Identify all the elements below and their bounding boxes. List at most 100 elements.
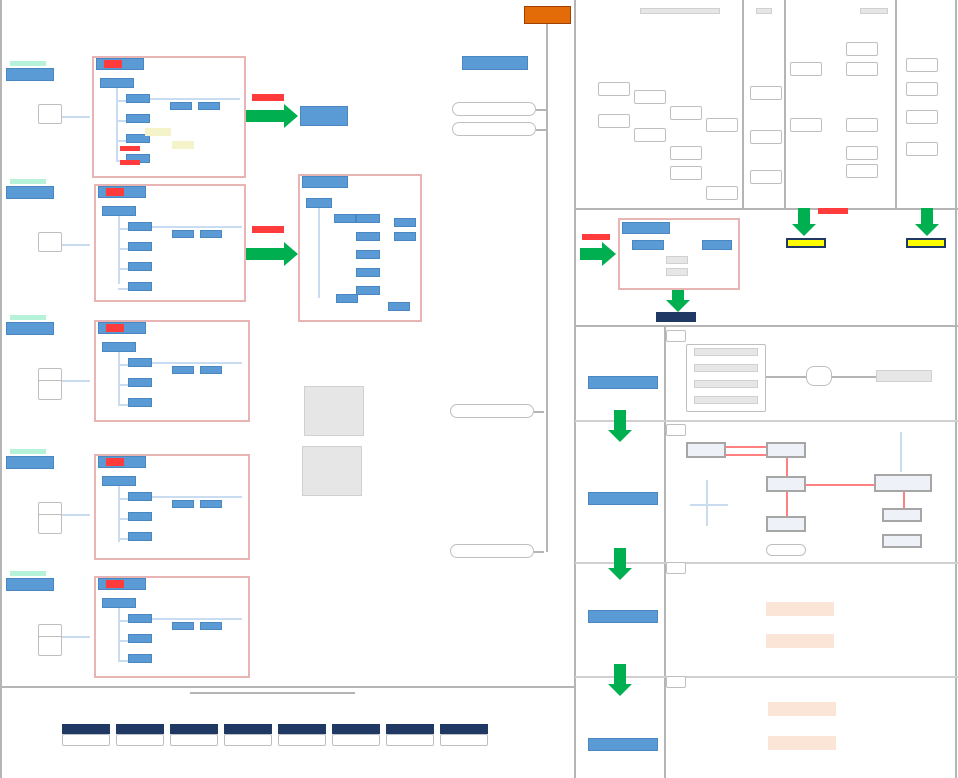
tree-node <box>702 240 732 250</box>
stage-label <box>588 610 658 623</box>
green-arrow-down-icon <box>614 410 626 430</box>
green-arrow-icon <box>602 242 616 266</box>
output-node <box>766 602 834 616</box>
end-node <box>766 544 806 556</box>
connector-line <box>116 88 118 160</box>
tree-root <box>102 598 136 608</box>
connector-line <box>318 208 320 298</box>
connector-line <box>152 226 242 228</box>
flow-node <box>766 442 806 458</box>
summary-header <box>278 724 326 734</box>
section-label <box>6 322 54 335</box>
table-node <box>906 58 938 72</box>
connector-line <box>832 376 876 378</box>
process-frame <box>94 184 246 302</box>
summary-cell <box>440 734 488 746</box>
connector-line <box>706 480 708 526</box>
connector-line <box>726 454 766 456</box>
summary-header <box>440 724 488 734</box>
green-arrow-icon <box>246 248 284 260</box>
green-arrow-down-icon <box>915 224 939 236</box>
connector-line <box>118 352 120 404</box>
lane-tag <box>666 330 686 342</box>
target-node <box>300 106 348 126</box>
green-arrow-down-icon <box>921 208 933 224</box>
table-node <box>906 142 938 156</box>
table-node <box>846 146 878 160</box>
section-caption <box>10 449 46 454</box>
connector-line <box>742 0 744 208</box>
tree-node <box>356 250 380 259</box>
source-node <box>38 380 62 400</box>
annotation-label <box>252 226 284 233</box>
flag-node <box>120 146 140 151</box>
connector-line <box>118 384 130 386</box>
tree-node <box>128 512 152 521</box>
tree-node <box>632 240 664 250</box>
table-node <box>750 170 782 184</box>
green-arrow-icon <box>246 110 284 122</box>
tree-node <box>126 134 150 143</box>
connector-line <box>895 0 897 208</box>
connector-line <box>62 514 90 516</box>
output-node <box>766 634 834 648</box>
tree-node <box>200 366 222 374</box>
tree-root <box>102 476 136 486</box>
tree-node <box>128 634 152 643</box>
table-node <box>598 82 630 96</box>
tree-node <box>172 230 194 238</box>
output-pill <box>450 404 534 418</box>
tree-node <box>128 358 152 367</box>
connector-line <box>118 404 130 406</box>
connector-line <box>575 325 958 327</box>
stage-label <box>588 492 658 505</box>
column-header <box>860 8 888 14</box>
flow-node <box>882 534 922 548</box>
tree-root <box>102 342 136 352</box>
connector-line <box>536 129 546 131</box>
flow-node <box>686 442 726 458</box>
frame-title <box>302 176 348 188</box>
result-node <box>906 238 946 248</box>
tree-node <box>126 94 150 103</box>
section-caption <box>10 315 46 320</box>
group-label <box>462 56 528 70</box>
tree-node <box>356 268 380 277</box>
tree-node <box>200 500 222 508</box>
table-node <box>750 130 782 144</box>
tree-node <box>356 286 380 295</box>
connector-line <box>690 504 728 506</box>
source-node <box>38 636 62 656</box>
output-pill <box>452 102 536 116</box>
table-node <box>598 114 630 128</box>
connector-line <box>118 288 130 290</box>
tree-node <box>128 492 152 501</box>
lane-divider <box>575 676 958 678</box>
frame-title-highlight <box>106 324 124 332</box>
summary-header <box>62 724 110 734</box>
connector-line <box>903 492 905 508</box>
note-node <box>172 141 194 149</box>
connector-line <box>0 0 2 778</box>
table-node <box>750 86 782 100</box>
summary-cell <box>62 734 110 746</box>
tree-node <box>666 256 688 264</box>
connector-line <box>118 248 130 250</box>
flow-node <box>766 516 806 532</box>
tree-node <box>128 532 152 541</box>
connector-line <box>118 498 130 500</box>
connector-line <box>118 228 130 230</box>
frame-title-highlight <box>106 458 124 466</box>
list-item <box>694 364 758 372</box>
green-arrow-down-icon <box>672 290 684 300</box>
source-node <box>38 514 62 534</box>
connector-line <box>118 486 120 542</box>
connector-line <box>116 120 128 122</box>
connector-line <box>116 140 128 142</box>
tree-root <box>306 198 332 208</box>
connector-line <box>118 268 130 270</box>
green-arrow-icon <box>284 242 298 266</box>
table-node <box>790 118 822 132</box>
summary-header <box>224 724 272 734</box>
connector-line <box>806 484 874 486</box>
